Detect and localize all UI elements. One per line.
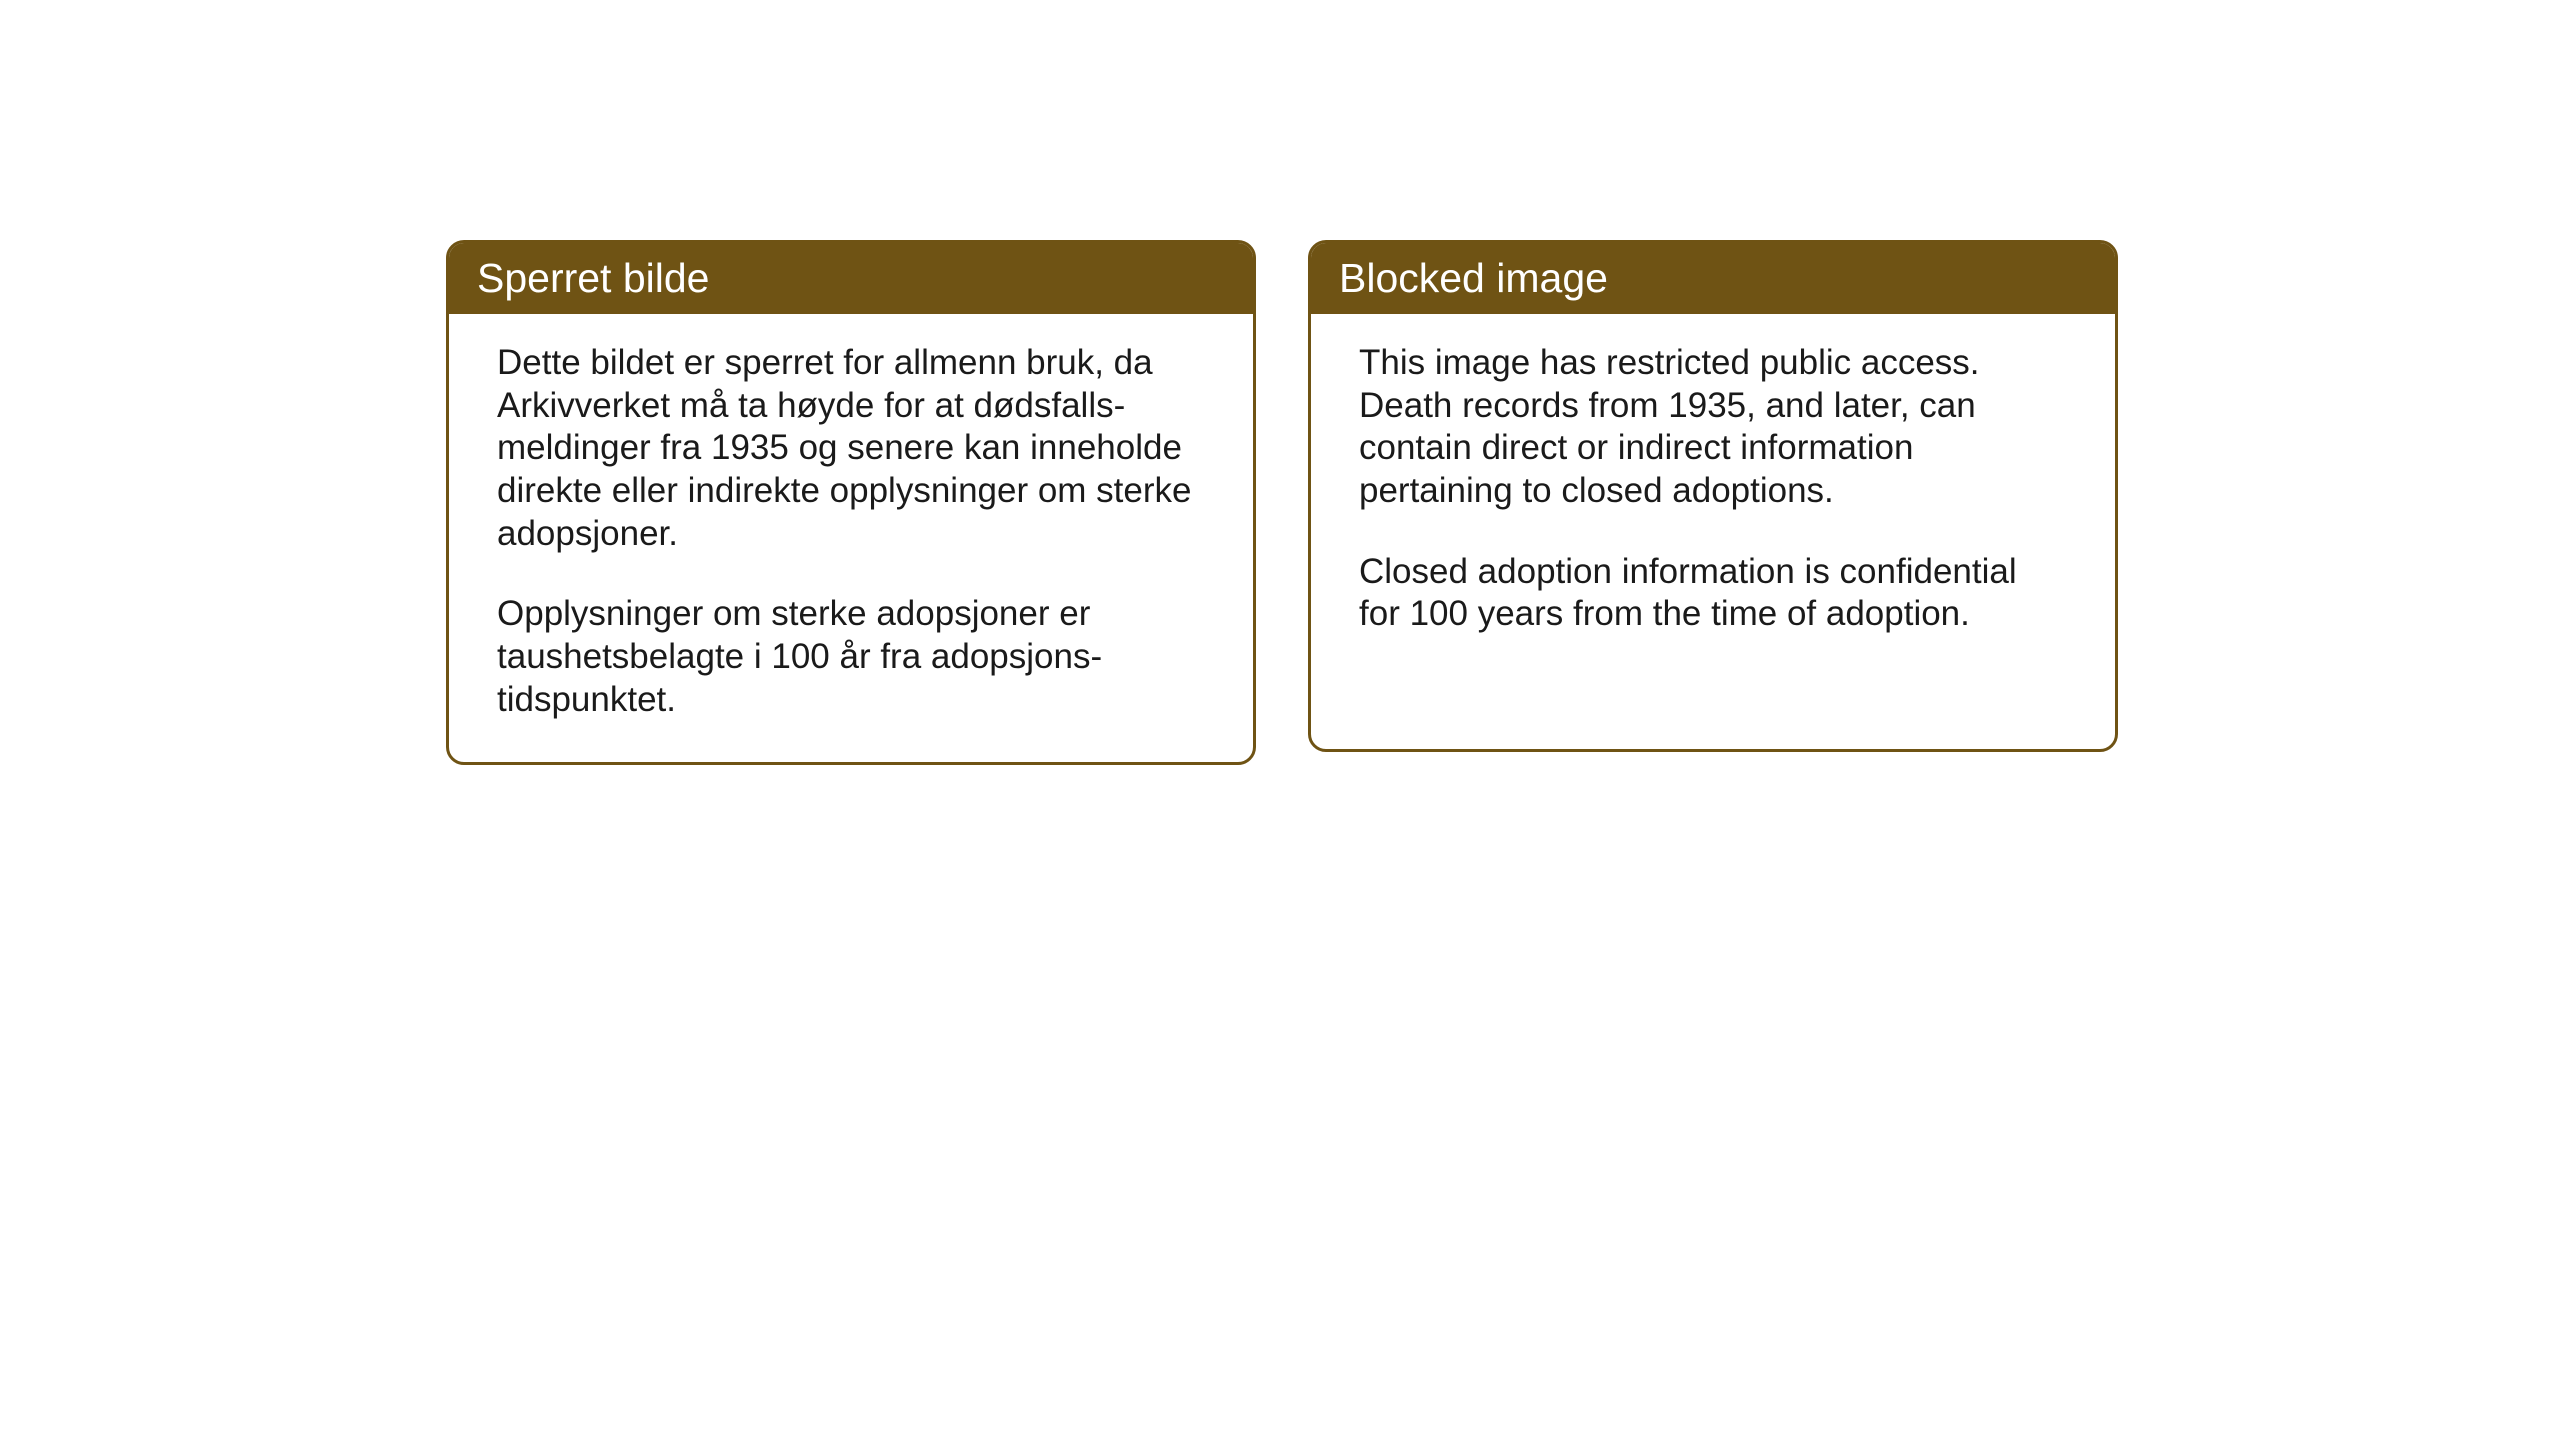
blocked-image-card-norwegian: Sperret bilde Dette bildet er sperret fo… [446, 240, 1256, 765]
card-paragraph-2-english: Closed adoption information is confident… [1359, 551, 2067, 636]
card-body-english: This image has restricted public access.… [1311, 314, 2115, 676]
card-paragraph-1-norwegian: Dette bildet er sperret for allmenn bruk… [497, 342, 1205, 555]
card-paragraph-2-norwegian: Opplysninger om sterke adopsjoner er tau… [497, 593, 1205, 721]
blocked-image-card-english: Blocked image This image has restricted … [1308, 240, 2118, 752]
card-title-norwegian: Sperret bilde [477, 255, 709, 301]
card-paragraph-1-english: This image has restricted public access.… [1359, 342, 2067, 513]
card-title-english: Blocked image [1339, 255, 1608, 301]
cards-container: Sperret bilde Dette bildet er sperret fo… [446, 240, 2118, 765]
card-header-english: Blocked image [1311, 243, 2115, 314]
card-body-norwegian: Dette bildet er sperret for allmenn bruk… [449, 314, 1253, 762]
card-header-norwegian: Sperret bilde [449, 243, 1253, 314]
